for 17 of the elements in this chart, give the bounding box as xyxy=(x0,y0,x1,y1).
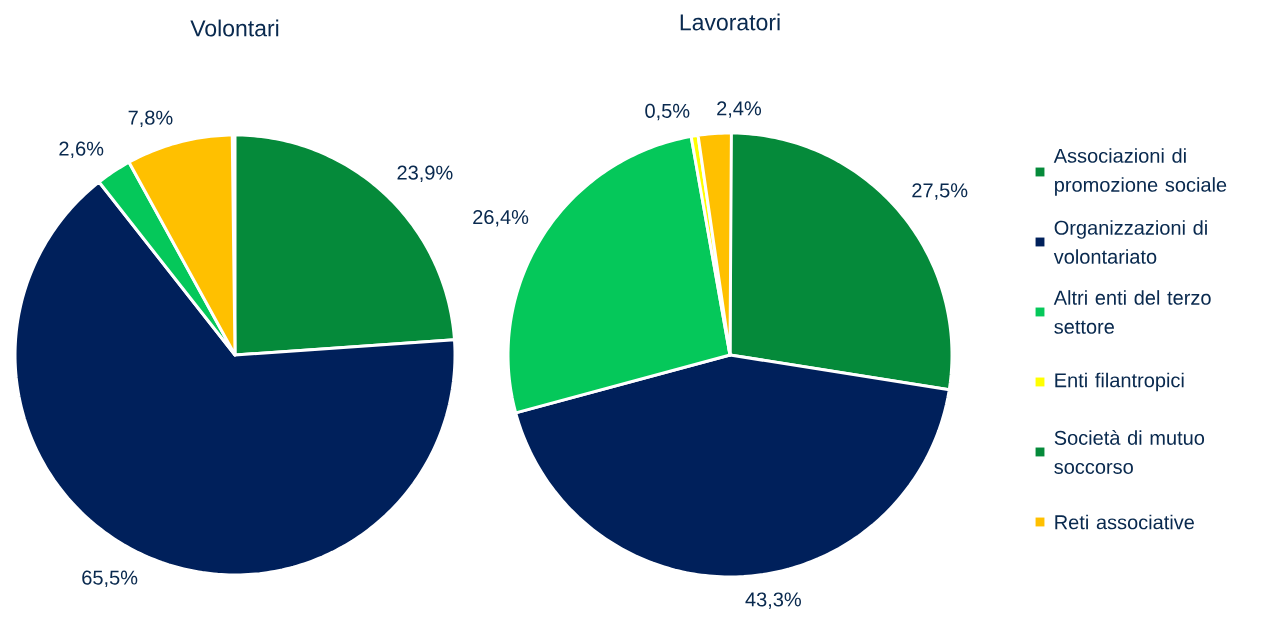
data-label: 0,5% xyxy=(645,103,690,121)
legend-label: Organizzazioni di volontariato xyxy=(1053,220,1207,264)
data-label: 43,3% xyxy=(745,592,801,609)
legend-label: Associazioni di promozione sociale xyxy=(1053,148,1227,196)
data-label: 2,6% xyxy=(59,141,104,159)
legend-label: Società di mutuo soccorso xyxy=(1054,430,1205,474)
legend-label: Altri enti del terzo settore xyxy=(1053,290,1211,334)
data-label: 65,5% xyxy=(82,570,138,588)
data-label: 27,5% xyxy=(912,183,968,200)
data-label: 23,9% xyxy=(397,165,453,183)
data-label: 2,4% xyxy=(717,101,762,118)
legend-label: Reti associative xyxy=(1055,514,1194,530)
legend-label: Enti filantropici xyxy=(1055,372,1184,392)
chart-title: Volontari xyxy=(190,19,279,37)
chart-title: Lavoratori xyxy=(680,13,780,31)
data-label: 26,4% xyxy=(473,209,529,227)
data-label: 7,8% xyxy=(128,110,173,128)
